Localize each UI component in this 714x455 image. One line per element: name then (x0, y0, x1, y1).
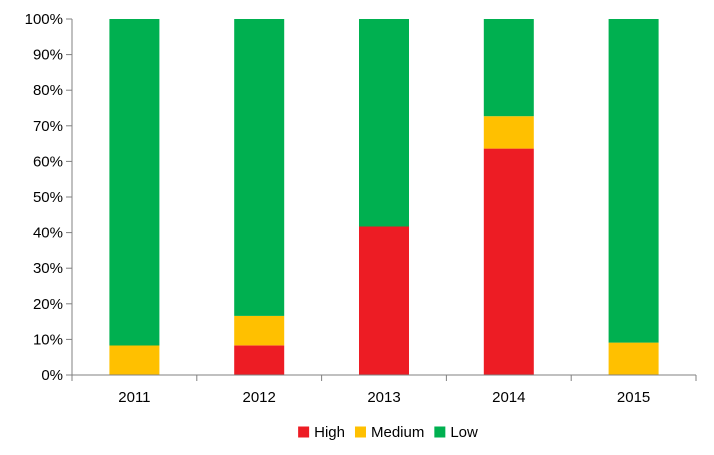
x-axis: 2011 2012 2013 2014 2015 (71, 374, 697, 406)
y-tick-label: 50% (33, 189, 63, 206)
y-tick-label: 80% (33, 82, 63, 99)
bar-low-2014 (483, 19, 534, 117)
legend-swatch-high (298, 426, 310, 438)
y-tick-label: 90% (33, 47, 63, 64)
y-tick-label: 20% (33, 296, 63, 313)
x-tick-label: 2013 (367, 389, 400, 406)
legend-label-low: Low (450, 424, 478, 441)
y-tick-label: 0% (41, 367, 63, 384)
bar-low-2012 (234, 19, 285, 316)
bar-medium-2012 (234, 315, 285, 346)
bar-high-2013 (359, 226, 409, 375)
bar-medium-2014 (483, 116, 534, 149)
y-tick-label: 100% (25, 11, 63, 28)
legend-swatch-medium (354, 426, 366, 438)
legend-label-high: High (314, 424, 345, 441)
y-tick-label: 10% (33, 331, 63, 348)
y-axis: 0% 10% 20% 30% 40% 50% 60% 70% 80% 90% 100% (25, 11, 73, 384)
bar-low-2013 (359, 19, 409, 227)
y-tick-label: 30% (33, 260, 63, 277)
y-tick-label: 40% (33, 225, 63, 242)
legend: High Medium Low (298, 424, 478, 441)
x-tick-label: 2011 (118, 389, 150, 406)
bar-high-2014 (483, 148, 534, 375)
x-tick-label: 2015 (617, 389, 650, 406)
legend-label-medium: Medium (371, 424, 424, 441)
x-tick-label: 2012 (243, 389, 276, 406)
bar-low-2011 (109, 19, 160, 346)
y-tick-label: 60% (33, 153, 63, 170)
legend-swatch-low (434, 426, 446, 438)
x-tick-label: 2014 (492, 389, 525, 406)
bar-medium-2011 (109, 345, 160, 375)
bar-medium-2015 (608, 342, 659, 375)
y-tick-label: 70% (33, 118, 63, 135)
bars-group (109, 19, 659, 375)
bar-low-2015 (608, 19, 659, 343)
bar-high-2012 (234, 345, 285, 375)
